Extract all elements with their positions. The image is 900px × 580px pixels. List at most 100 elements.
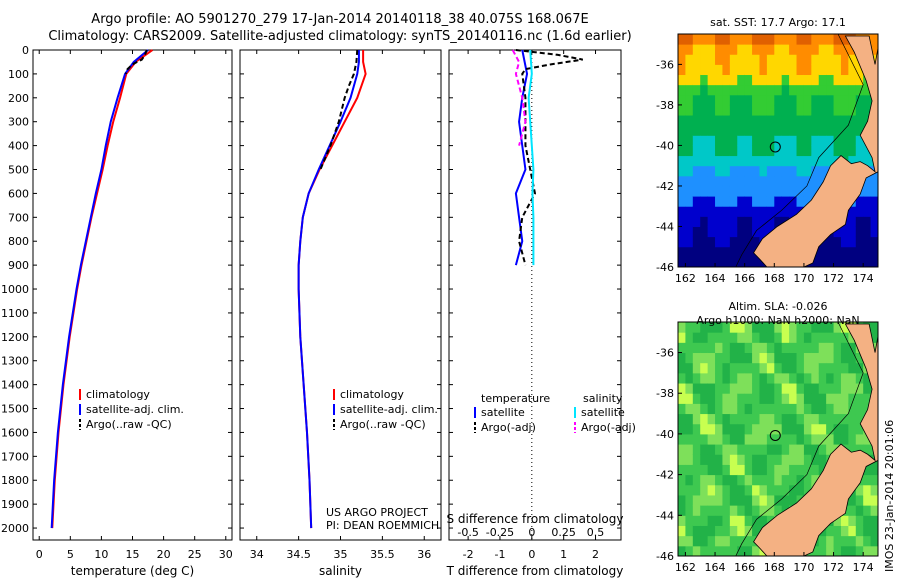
field-cell <box>685 54 694 65</box>
field-cell <box>774 494 783 506</box>
field-cell <box>818 94 827 106</box>
field-cell <box>692 196 701 207</box>
y-tick-label: 300 <box>8 116 29 129</box>
field-cell <box>729 342 738 354</box>
field-cell <box>774 505 783 516</box>
field-cell <box>781 185 790 197</box>
field-cell <box>848 352 857 364</box>
field-cell <box>870 206 878 217</box>
field-cell <box>870 494 878 506</box>
field-cell <box>722 454 731 465</box>
field-cell <box>811 155 820 167</box>
field-cell <box>818 454 827 465</box>
field-cell <box>692 423 701 435</box>
field-cell <box>774 342 783 354</box>
field-cell <box>848 145 857 157</box>
s-axis-label: S difference from climatology <box>447 512 624 526</box>
field-cell <box>796 135 805 146</box>
field-cell <box>752 352 760 364</box>
field-cell <box>833 393 842 404</box>
field-cell <box>781 474 790 486</box>
field-cell <box>759 342 768 354</box>
field-cell <box>811 94 820 106</box>
field-cell <box>737 535 746 547</box>
field-cell <box>759 34 768 45</box>
field-cell <box>826 145 835 157</box>
field-cell <box>796 454 805 465</box>
field-cell <box>715 393 723 404</box>
field-cell <box>678 423 686 435</box>
field-cell <box>789 74 798 86</box>
field-cell <box>803 413 812 425</box>
field-cell <box>789 135 798 146</box>
field-cell <box>855 545 864 556</box>
field-cell <box>678 403 686 415</box>
field-cell <box>870 515 878 526</box>
field-cell <box>848 393 857 404</box>
field-cell <box>826 342 835 354</box>
field-cell <box>766 342 775 354</box>
field-cell <box>752 206 760 217</box>
field-cell <box>715 246 723 258</box>
field-cell <box>685 64 694 76</box>
field-cell <box>692 454 701 465</box>
field-cell <box>729 175 738 187</box>
field-cell <box>737 433 746 445</box>
field-cell <box>692 444 701 455</box>
field-cell <box>744 505 753 516</box>
field-cell <box>855 444 864 455</box>
x-tick-label: 25 <box>188 548 202 561</box>
field-cell <box>826 525 835 537</box>
field-cell <box>803 423 812 435</box>
field-cell <box>863 256 872 267</box>
field-cell <box>818 84 827 96</box>
field-cell <box>789 413 798 425</box>
field-cell <box>729 64 738 76</box>
field-cell <box>752 44 760 55</box>
field-cell <box>781 322 790 333</box>
field-cell <box>737 54 746 65</box>
field-cell <box>692 236 701 248</box>
field-cell <box>826 545 835 556</box>
field-cell <box>692 464 701 476</box>
field-cell <box>692 474 701 486</box>
field-cell <box>855 115 864 126</box>
field-cell <box>848 115 857 126</box>
field-cell <box>870 226 878 238</box>
field-cell <box>781 332 790 343</box>
field-cell <box>848 494 857 506</box>
field-cell <box>744 342 753 354</box>
field-cell <box>685 246 694 258</box>
field-cell <box>774 413 783 425</box>
field-cell <box>826 256 835 267</box>
field-cell <box>729 525 738 537</box>
field-cell <box>781 94 790 106</box>
field-cell <box>855 403 864 415</box>
field-cell <box>715 206 723 217</box>
field-cell <box>685 494 694 506</box>
field-cell <box>692 342 701 354</box>
field-cell <box>722 362 731 374</box>
field-cell <box>759 54 768 65</box>
field-cell <box>833 94 842 106</box>
field-cell <box>803 185 812 197</box>
field-cell <box>803 372 812 384</box>
field-cell <box>789 104 798 116</box>
field-cell <box>737 444 746 455</box>
x-tick-label: 174 <box>853 561 874 574</box>
field-cell <box>715 44 723 55</box>
field-cell <box>722 464 731 476</box>
field-cell <box>840 246 849 258</box>
field-cell <box>811 433 820 445</box>
field-cell <box>737 362 746 374</box>
field-cell <box>796 165 805 177</box>
field-cell <box>707 115 716 126</box>
field-cell <box>803 464 812 476</box>
map-panel-sla: 162 164 166 168 170 172 174 -36 -38 -40 -42 -44 -46 A… <box>656 300 879 574</box>
field-cell <box>863 494 872 506</box>
field-cell <box>870 545 878 556</box>
field-cell <box>715 403 723 415</box>
y-tick-label: 1500 <box>1 403 29 416</box>
field-cell <box>818 535 827 547</box>
x-tick-label: 170 <box>793 561 814 574</box>
